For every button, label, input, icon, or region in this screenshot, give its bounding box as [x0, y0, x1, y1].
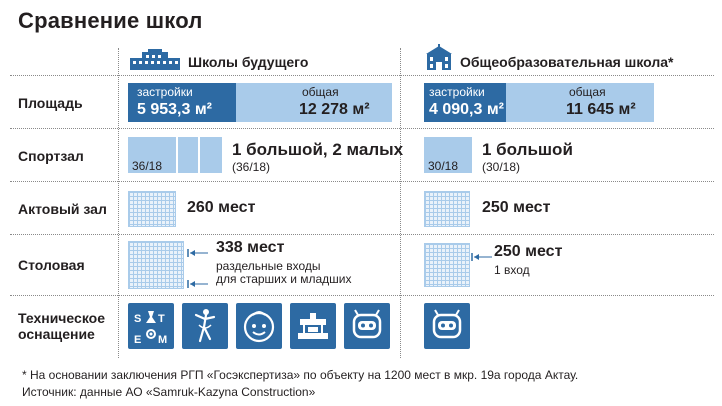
gym-small-block	[200, 137, 222, 173]
area-built-label: застройки	[429, 85, 485, 99]
area-total-value: 11 645 м²	[566, 101, 636, 118]
gym-description: 1 большой, 2 малых	[232, 140, 404, 159]
entrance-arrow-icon	[186, 275, 210, 293]
stem-icon: S T E M	[128, 303, 174, 349]
child-face-icon	[236, 303, 282, 349]
area-total-label: общая	[302, 85, 339, 99]
canteen-seats-grid	[128, 241, 184, 289]
hall-seats-grid	[128, 191, 176, 227]
gym-dimensions: (30/18)	[482, 160, 521, 174]
hall-seats-value: 250 мест	[482, 199, 551, 216]
svg-text:T: T	[158, 313, 165, 325]
hall-seats-value: 260 мест	[187, 199, 256, 216]
gym-small-block	[178, 137, 198, 173]
gym-dimensions: (36/18)	[232, 160, 271, 174]
dancer-icon	[182, 303, 228, 349]
page-title: Сравнение школ	[18, 8, 203, 33]
area-built-label: застройки	[137, 85, 193, 99]
row-label-tech-line1: Техническое	[18, 310, 105, 326]
classic-school-icon	[424, 44, 454, 77]
hall-seats-grid	[424, 191, 470, 227]
row-divider	[10, 295, 714, 296]
row-divider	[10, 75, 714, 76]
gym-size-label: 36/18	[132, 159, 163, 173]
row-divider	[10, 181, 714, 182]
area-built-value: 5 953,3 м²	[137, 101, 212, 118]
column-header-future: Школы будущего	[188, 54, 309, 70]
row-label-tech-line2: оснащение	[18, 326, 95, 342]
svg-text:M: M	[158, 334, 167, 346]
canteen-entrances-note: 1 вход	[494, 263, 530, 277]
area-built-value: 4 090,3 м²	[429, 101, 504, 118]
area-total-label: общая	[569, 85, 606, 99]
robot-icon	[344, 303, 390, 349]
row-label-hall: Актовый зал	[18, 201, 107, 217]
column-divider	[118, 48, 119, 358]
canteen-entrances-note: раздельные входы	[216, 259, 321, 273]
canteen-entrances-note: для старших и младших	[216, 272, 352, 286]
area-built-bar	[128, 83, 236, 122]
row-label-gym: Спортзал	[18, 148, 84, 164]
canteen-seats-grid	[424, 243, 470, 287]
entrance-arrow-icon	[470, 248, 494, 266]
column-header-general: Общеобразовательная школа*	[460, 54, 674, 70]
canteen-seats-value: 338 мест	[216, 239, 285, 256]
source-note: Источник: данные АО «Samruk-Kazyna Const…	[22, 385, 316, 399]
modern-school-icon	[128, 48, 182, 77]
gym-description: 1 большой	[482, 140, 573, 159]
canteen-seats-value: 250 мест	[494, 243, 563, 260]
area-total-value: 12 278 м²	[299, 101, 370, 118]
row-divider	[10, 128, 714, 129]
robot-icon	[424, 303, 470, 349]
row-label-area: Площадь	[18, 95, 83, 111]
column-divider	[400, 48, 401, 358]
row-label-canteen: Столовая	[18, 257, 85, 273]
svg-text:E: E	[134, 334, 141, 346]
gym-large-block	[128, 137, 176, 173]
gym-large-block	[424, 137, 472, 173]
area-built-bar	[424, 83, 506, 122]
row-divider	[10, 234, 714, 235]
footnote: * На основании заключения РГП «Госэкспер…	[22, 368, 579, 382]
entrance-arrow-icon	[186, 244, 210, 262]
svg-text:S: S	[134, 313, 141, 325]
gym-size-label: 30/18	[428, 159, 459, 173]
3d-printer-icon	[290, 303, 336, 349]
